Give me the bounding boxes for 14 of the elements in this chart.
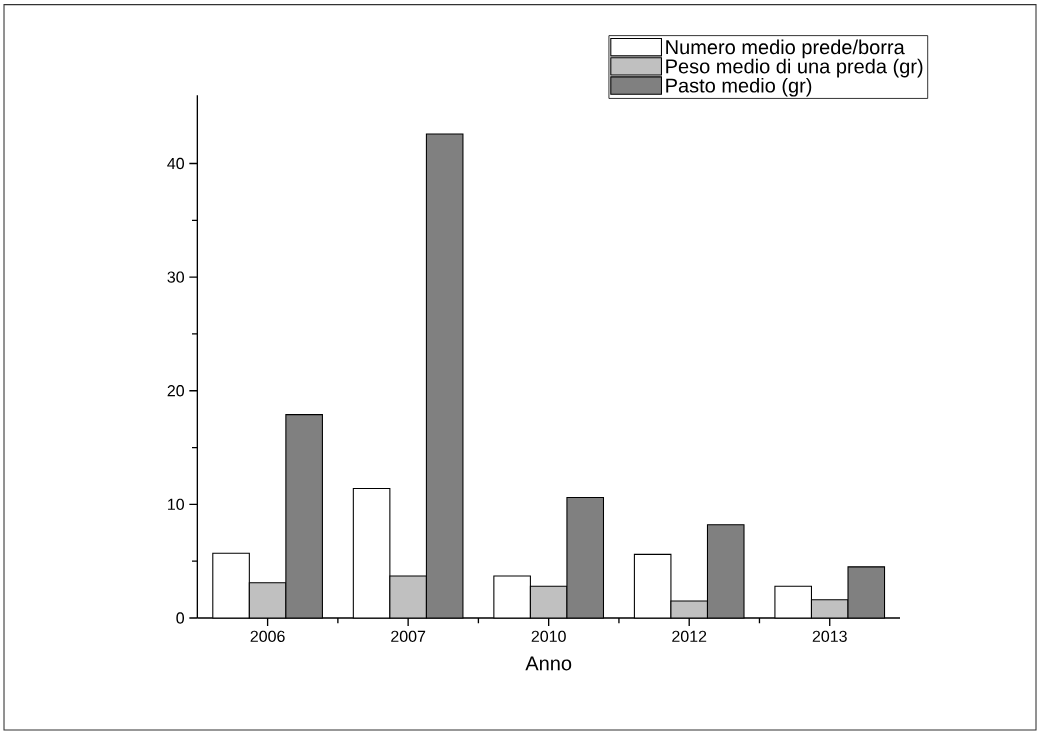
x-tick-label: 2006 — [250, 630, 285, 643]
x-tick-label: 2007 — [391, 630, 426, 643]
y-tick-label: 20 — [167, 385, 185, 397]
legend-label: Pasto medio (gr) — [666, 77, 812, 97]
y-tick-label: 40 — [167, 157, 185, 170]
x-tick-label: 2013 — [812, 630, 847, 643]
y-tick-label: 10 — [168, 498, 185, 511]
x-axis-title: Anno — [525, 656, 572, 671]
y-tick-label: 30 — [167, 271, 185, 283]
y-tick-label: 0 — [176, 612, 185, 624]
x-tick-label: 2012 — [672, 630, 707, 643]
x-tick-label: 2010 — [531, 630, 566, 643]
legend-label: Peso medio di una preda (gr) — [666, 58, 923, 78]
legend-label: Numero medio prede/borra — [666, 39, 905, 59]
